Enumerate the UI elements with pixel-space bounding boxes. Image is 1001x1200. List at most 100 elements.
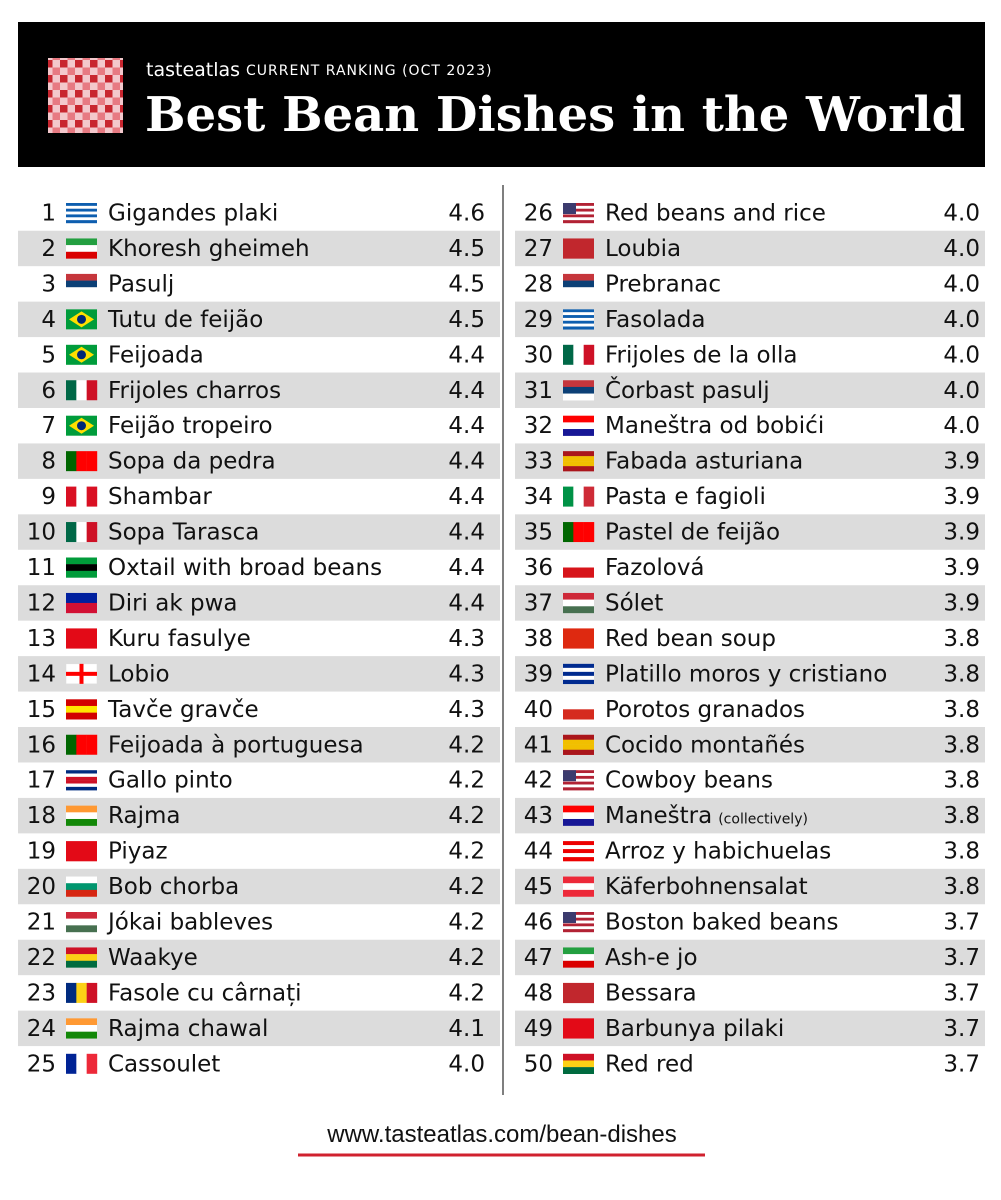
rating: 3.8 xyxy=(943,874,980,900)
flag xyxy=(66,876,97,897)
rank: 37 xyxy=(524,590,553,616)
flag xyxy=(563,876,594,897)
rating: 3.8 xyxy=(943,732,980,758)
row-band xyxy=(18,514,500,550)
dish-name: Čorbast pasulj xyxy=(605,376,770,404)
flag-stripe xyxy=(563,422,594,430)
flag-stripe xyxy=(563,205,594,209)
flag-stripe xyxy=(66,211,97,215)
dish-name: Frijoles charros xyxy=(108,378,281,404)
rank: 8 xyxy=(41,449,56,475)
dish-name: Tutu de feijão xyxy=(107,307,263,333)
flag-stripe xyxy=(563,709,594,720)
flag-stripe xyxy=(66,812,97,820)
dish-name: Red bean soup xyxy=(605,626,776,652)
flag xyxy=(66,238,97,259)
dish-name: Cocido montañés xyxy=(605,732,805,758)
flag xyxy=(563,947,594,968)
row-band xyxy=(18,372,500,408)
rank: 1 xyxy=(41,201,56,227)
flag xyxy=(66,451,98,472)
dish-name: Feijão tropeiro xyxy=(108,413,273,439)
rating: 3.9 xyxy=(943,520,980,546)
dish-name: Sólet xyxy=(605,590,663,616)
row-band xyxy=(18,443,500,479)
rating: 4.2 xyxy=(448,874,485,900)
flag-stripe xyxy=(583,522,595,543)
flag xyxy=(563,628,594,649)
rating: 3.7 xyxy=(943,910,980,936)
flag-stripe xyxy=(563,320,594,324)
flag xyxy=(563,238,594,259)
flag xyxy=(563,1053,594,1074)
flag xyxy=(563,699,594,720)
rating: 3.9 xyxy=(943,590,980,616)
rank: 36 xyxy=(524,555,553,581)
dish-name: Ash-e jo xyxy=(605,945,698,971)
flag-stripe xyxy=(563,787,594,791)
flag-stripe xyxy=(563,1053,594,1061)
rank: 44 xyxy=(524,839,553,865)
rating: 4.0 xyxy=(943,236,980,262)
dish-name: Porotos granados xyxy=(605,697,805,723)
flag-stripe xyxy=(66,889,97,897)
logo xyxy=(48,58,123,133)
flag-stripe xyxy=(66,783,97,788)
flag-stripe xyxy=(563,203,594,207)
rank: 7 xyxy=(41,413,56,439)
flag-stripe xyxy=(563,982,594,1004)
flag xyxy=(66,344,97,365)
flag-stripe xyxy=(563,841,594,846)
flag-stripe xyxy=(573,522,584,543)
flag-stripe xyxy=(563,805,594,813)
flag-stripe xyxy=(563,1060,594,1068)
dish-name: Oxtail with broad beans xyxy=(108,555,382,581)
flag-canton xyxy=(563,203,576,214)
flag-stripe xyxy=(563,309,594,313)
flag-stripe xyxy=(66,380,77,401)
flag-stripe xyxy=(563,845,594,850)
rating: 3.8 xyxy=(943,803,980,829)
rank: 49 xyxy=(524,1016,553,1042)
flag-stripe xyxy=(563,960,594,968)
flag-stripe xyxy=(66,805,97,813)
flag-stripe xyxy=(563,749,594,755)
flag-stripe xyxy=(76,734,87,755)
dish-name: Pasulj xyxy=(108,271,174,297)
flag-stripe xyxy=(66,841,97,862)
flag-stripe xyxy=(563,312,594,316)
url[interactable]: www.tasteatlas.com/bean-dishes xyxy=(326,1121,677,1148)
flag-stripe xyxy=(563,287,594,295)
flag-stripe xyxy=(563,461,594,467)
flag-stripe xyxy=(86,734,98,755)
header-bar xyxy=(18,22,985,167)
dish-name: Kuru fasulye xyxy=(108,626,251,652)
flag-stripe xyxy=(66,570,97,578)
rank: 50 xyxy=(524,1051,553,1077)
flag-stripe xyxy=(66,773,97,778)
flag-stripe xyxy=(66,205,97,209)
rating: 3.7 xyxy=(943,980,980,1006)
flag xyxy=(66,947,97,968)
dish-name: Fasole cu cârnați xyxy=(108,980,302,1006)
flag-stripe xyxy=(563,917,594,921)
rank: 22 xyxy=(27,945,56,971)
rank: 33 xyxy=(524,449,553,475)
dish-name: Platillo moros y cristiano xyxy=(605,661,887,687)
dish-name: Rajma xyxy=(108,803,180,829)
rank: 27 xyxy=(524,236,553,262)
flag-stripe xyxy=(86,380,98,401)
flag-stripe xyxy=(583,344,595,365)
flag-stripe xyxy=(66,208,97,212)
flag-stripe xyxy=(66,876,97,884)
rank: 45 xyxy=(524,874,553,900)
dish-name: Pasta e fagioli xyxy=(605,484,766,510)
rating: 3.9 xyxy=(943,449,980,475)
flag-stripe xyxy=(66,947,97,955)
flag xyxy=(563,415,594,436)
flag xyxy=(563,380,594,401)
flag-stripe xyxy=(563,344,574,365)
rank: 13 xyxy=(27,626,56,652)
row-band xyxy=(18,230,500,267)
row-band xyxy=(18,656,500,692)
